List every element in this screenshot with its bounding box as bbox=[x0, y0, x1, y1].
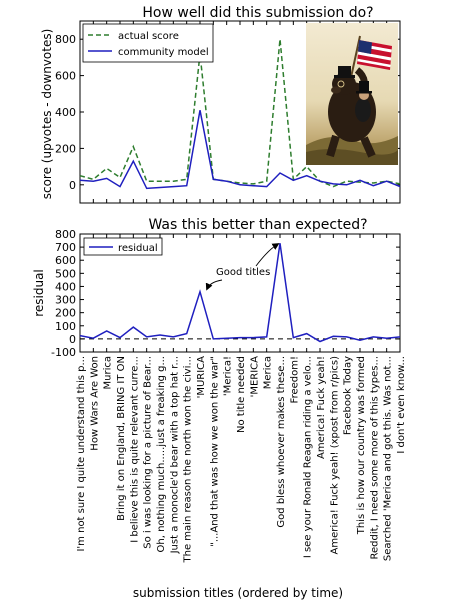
xtick-label: America! Fuck yeah! bbox=[316, 356, 327, 459]
bottom-ytick-label: 100 bbox=[55, 320, 76, 333]
bottom-ytick-label: 200 bbox=[55, 307, 76, 320]
top-ytick-label: 200 bbox=[55, 142, 76, 155]
bear-flag-painting-image bbox=[306, 23, 398, 165]
xtick-label: Bring it on England, BRING IT ON bbox=[116, 356, 127, 521]
xtick-label: Oh, nothing much.....just a freaking g..… bbox=[156, 356, 167, 552]
xtick-label: The main reason the north won the civi..… bbox=[183, 356, 194, 563]
xtick-label: I believe this is quite relevant curre..… bbox=[129, 356, 140, 543]
top-ytick-label: 800 bbox=[55, 33, 76, 46]
top-ytick-label: 600 bbox=[55, 70, 76, 83]
xtick-label: How Wars Are Won bbox=[89, 356, 100, 451]
xtick-label: I see your Ronald Reagan riding a velo..… bbox=[303, 356, 314, 558]
top-chart-title: How well did this submission do? bbox=[142, 5, 373, 21]
legend-label-residual: residual bbox=[118, 243, 158, 254]
bottom-ytick-label: 0 bbox=[69, 333, 76, 346]
annotation-label: Good titles bbox=[216, 267, 270, 278]
legend-label-actual-score: actual score bbox=[118, 31, 179, 42]
xtick-label: I'm not sure I quite understand this p..… bbox=[76, 356, 87, 552]
bottom-ytick-label: 700 bbox=[55, 241, 76, 254]
bottom-chart-title: Was this better than expected? bbox=[148, 217, 367, 233]
bottom-ytick-label: 300 bbox=[55, 294, 76, 307]
bottom-ytick-label: 800 bbox=[55, 228, 76, 241]
top-chart-ylabel: score (upvotes - downvotes) bbox=[40, 29, 54, 200]
top-legend: actual score community model bbox=[82, 23, 214, 63]
annotation-arrow-right bbox=[255, 243, 280, 267]
xtick-label: So i was looking for a picture of Bear..… bbox=[143, 356, 154, 549]
series-line-residual bbox=[79, 243, 401, 343]
top-ytick-label: 0 bbox=[69, 179, 76, 192]
xtick-label: 'MERICA bbox=[249, 356, 260, 398]
bottom-ytick-label: 600 bbox=[55, 254, 76, 267]
xtick-label: No title needed bbox=[236, 356, 247, 433]
xtick-label: Searched 'Merica and got this. Was not..… bbox=[383, 356, 394, 561]
xtick-label: "...And that was how we won the war" bbox=[209, 356, 220, 547]
xtick-label: 'MURICA bbox=[196, 356, 207, 399]
xtick-label: Reddit, I need some more of this types..… bbox=[369, 356, 380, 560]
xtick-label: Merica bbox=[263, 356, 274, 389]
x-axis-label: submission titles (ordered by time) bbox=[133, 586, 343, 600]
good-titles-annotation: Good titles bbox=[205, 243, 280, 291]
xtick-label: I don't even know... bbox=[396, 356, 407, 454]
bottom-ytick-label: -100 bbox=[51, 346, 76, 359]
xtick-label: America! Fuck yeah! (xpost from r/pics) bbox=[329, 356, 340, 555]
xtick-label: Just a monocle'd bear with a top hat r..… bbox=[169, 356, 180, 554]
xtick-label: Murica bbox=[103, 356, 114, 389]
series-line-actual-score bbox=[79, 39, 401, 188]
bottom-ytick-label: 400 bbox=[55, 280, 76, 293]
bottom-chart-ylabel: residual bbox=[32, 269, 46, 317]
annotation-arrow-left bbox=[205, 279, 223, 291]
top-ytick-label: 400 bbox=[55, 106, 76, 119]
legend-label-community-model: community model bbox=[118, 47, 209, 58]
series-line-community-model bbox=[79, 110, 401, 190]
xtick-label: 'Merica! bbox=[223, 356, 234, 396]
xtick-label: Facebook Today bbox=[343, 356, 354, 435]
xtick-label: This is how our country was formed bbox=[356, 356, 367, 535]
xtick-label: God bless whoever makes these... bbox=[276, 356, 287, 528]
xtick-label: Freedom! bbox=[289, 356, 300, 403]
bottom-ytick-label: 500 bbox=[55, 267, 76, 280]
bottom-legend: residual bbox=[83, 237, 163, 256]
